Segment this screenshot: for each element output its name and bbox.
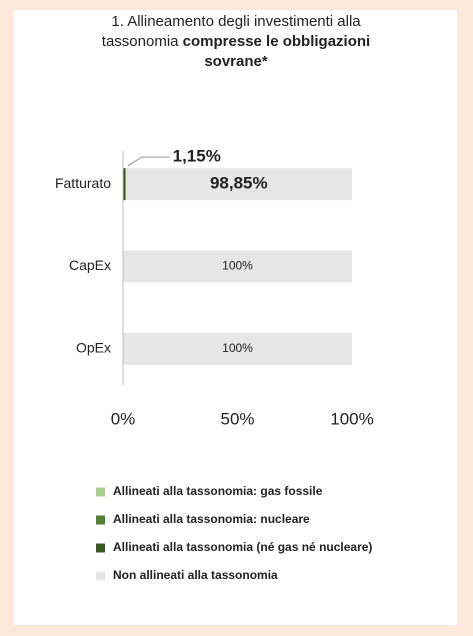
- legend-label: Allineati alla tassonomia: nucleare: [113, 512, 310, 526]
- category-label: OpEx: [76, 340, 111, 356]
- value-label: 1,15%: [173, 147, 221, 166]
- chart-title-bold: compresse le obbligazioni: [183, 33, 371, 50]
- chart-title-bold: sovrane*: [204, 53, 268, 70]
- leader-line: [127, 156, 170, 167]
- bar-segment: [123, 168, 126, 201]
- category-label: CapEx: [69, 257, 111, 273]
- chart-title: 1. Allineamento degli investimenti alla: [111, 13, 361, 30]
- bar-segment: [125, 168, 352, 201]
- chart-title: tassonomia compresse le obbligazioni: [102, 33, 370, 50]
- category-label: Fatturato: [55, 175, 111, 191]
- legend-swatch: [96, 487, 105, 497]
- chart-title: tassonomia: [102, 33, 179, 50]
- legend-label: Allineati alla tassonomia: gas fossile: [113, 484, 323, 498]
- legend-label: Allineati alla tassonomia (né gas né nuc…: [113, 540, 372, 554]
- value-label: 98,85%: [210, 174, 268, 193]
- bar-segment: [123, 332, 352, 365]
- legend-label: Non allineati alla tassonomia: [113, 568, 278, 582]
- legend-swatch: [96, 571, 105, 581]
- x-tick-label: 0%: [111, 409, 136, 428]
- x-tick-label: 100%: [330, 409, 373, 428]
- panel: [14, 10, 457, 625]
- x-tick-label: 50%: [220, 409, 254, 428]
- bar-segment: [123, 250, 352, 283]
- legend-swatch: [96, 515, 105, 525]
- legend-swatch: [96, 543, 105, 553]
- value-label: 100%: [222, 341, 253, 355]
- value-label: 100%: [222, 259, 253, 273]
